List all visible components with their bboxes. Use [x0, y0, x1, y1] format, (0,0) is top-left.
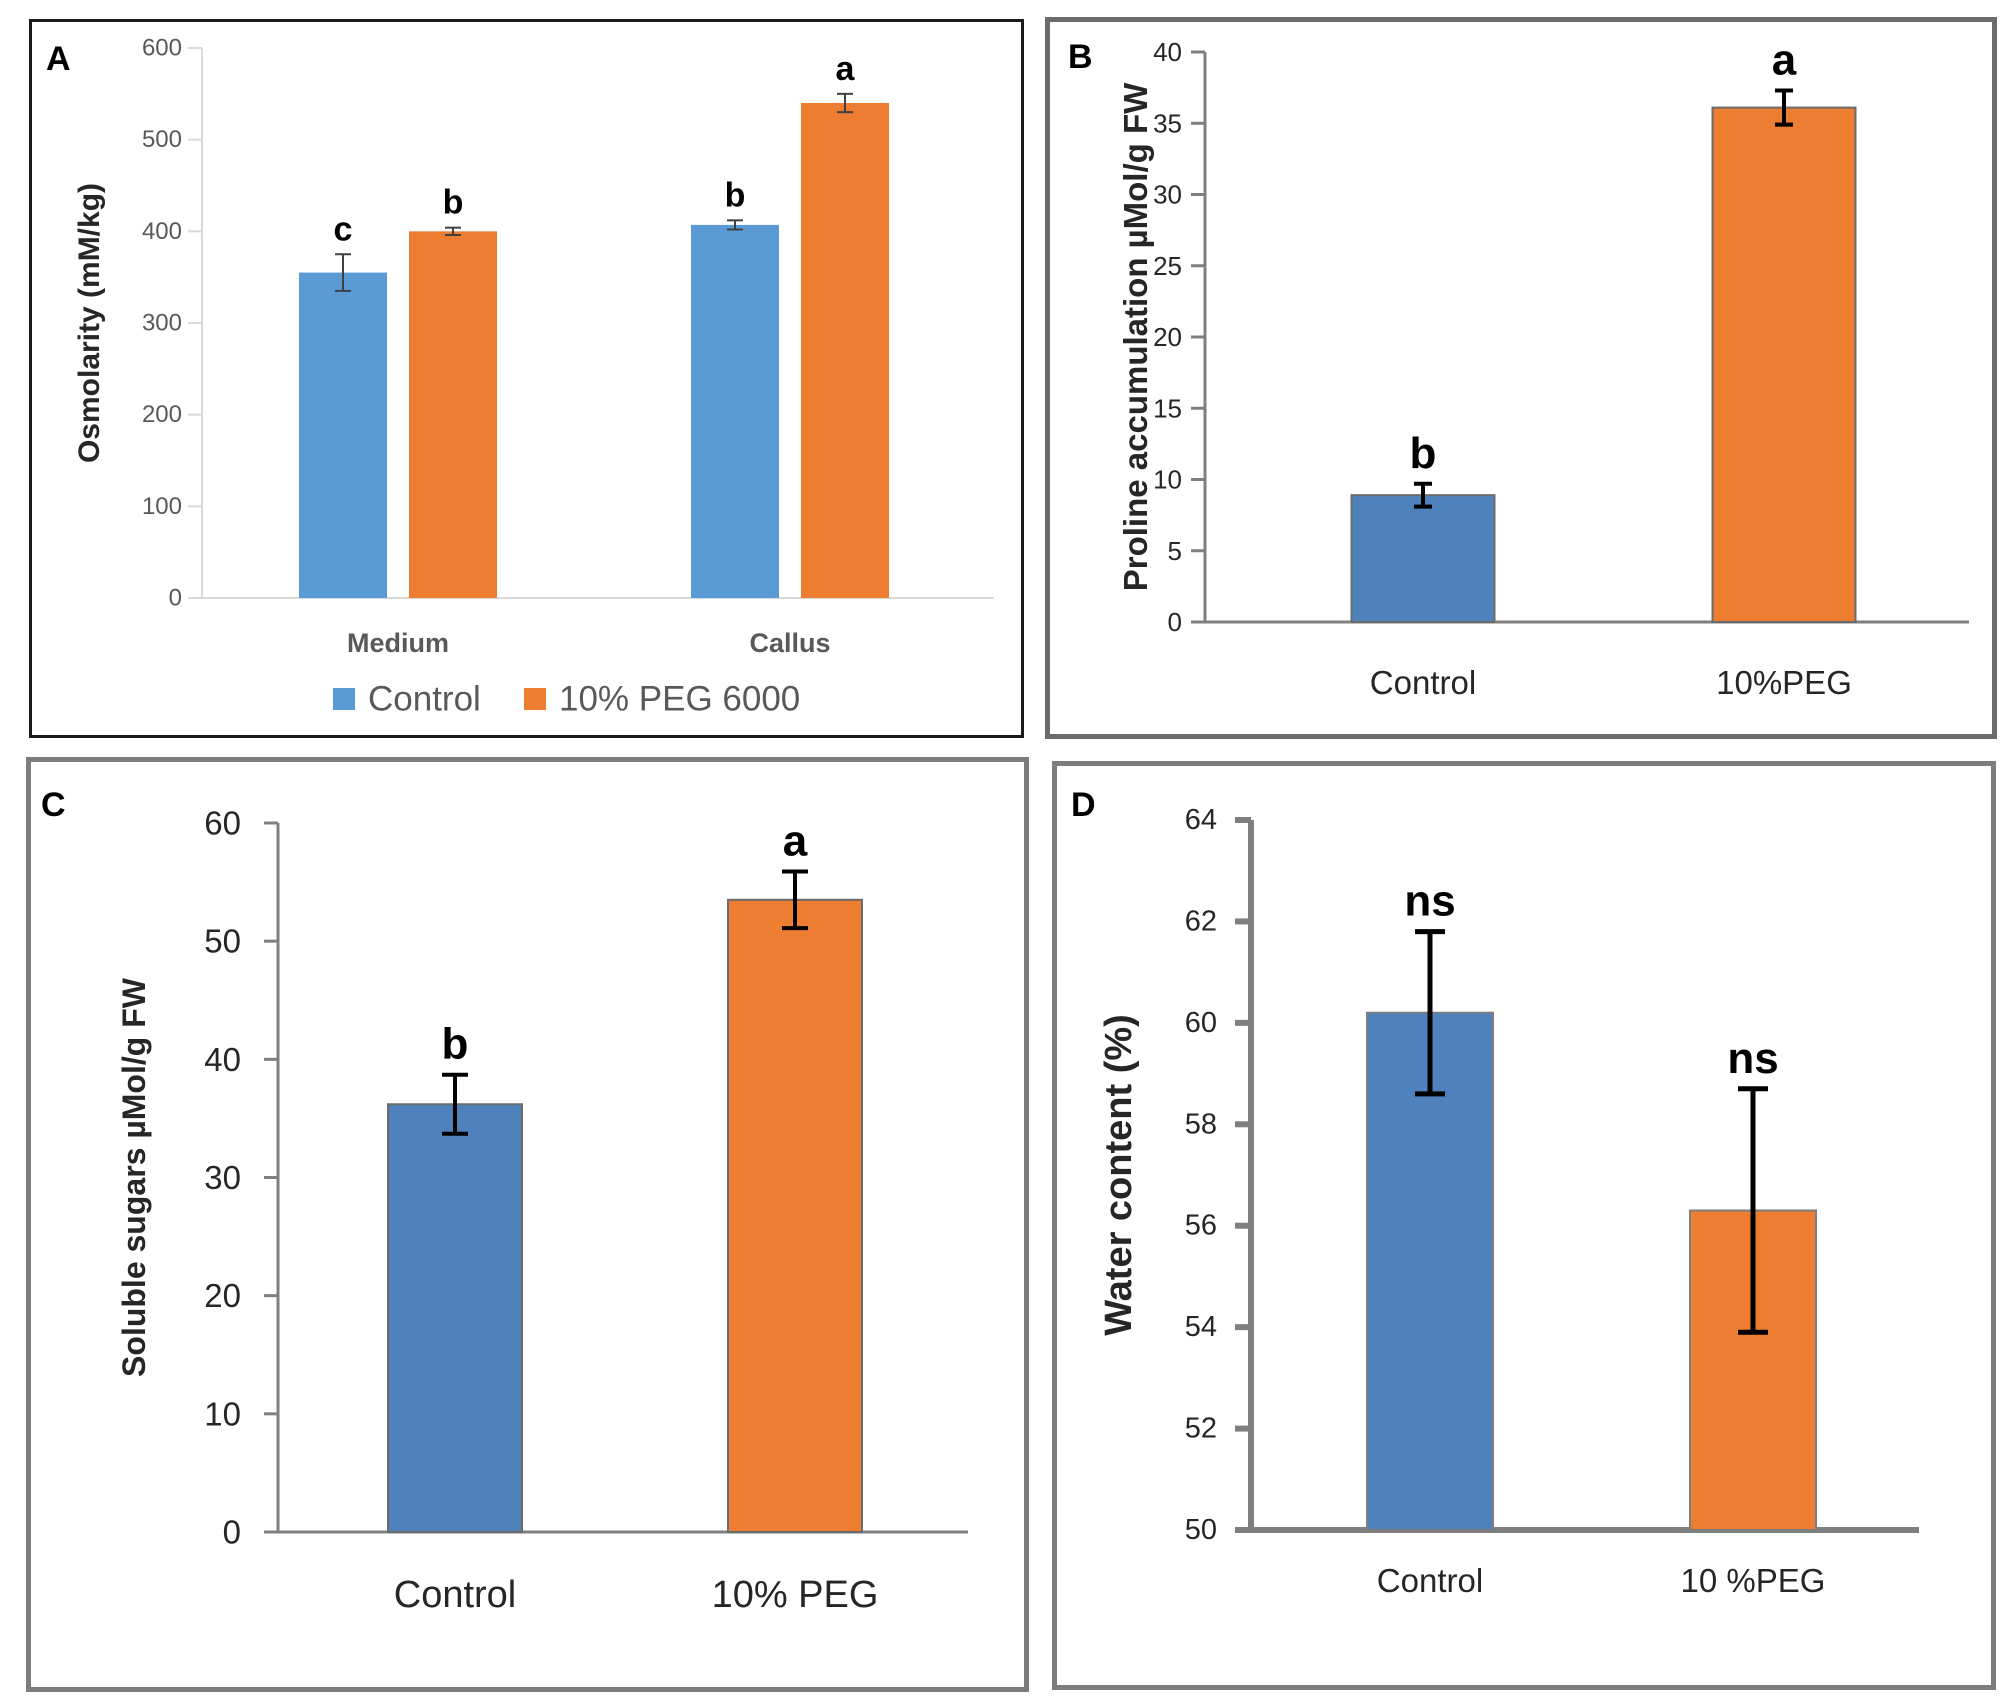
significance-letter: ns	[1727, 1034, 1778, 1083]
significance-letter: b	[443, 184, 464, 222]
x-category-label: Control	[1377, 1562, 1483, 1599]
bar	[409, 231, 497, 599]
y-axis-title: Water content (%)	[1098, 1014, 1140, 1336]
panel-label-c: C	[41, 786, 66, 824]
y-tick-label: 0	[1168, 607, 1182, 637]
y-axis-title: Soluble sugars µMol/g FW	[116, 977, 152, 1377]
x-category-label: Control	[394, 1574, 517, 1616]
x-category-label: 10 %PEG	[1681, 1562, 1826, 1599]
y-tick-label: 20	[204, 1277, 241, 1314]
y-axis-title: Proline accumulation µMol/g FW	[1117, 82, 1154, 591]
x-category-label: Callus	[749, 628, 830, 658]
panel-b: B 0 5 10 15 20 25 30 35 40 Proline accumulation µ…	[1045, 17, 1997, 739]
bar	[387, 1103, 523, 1533]
y-axis-title: Osmolarity (mM/kg)	[73, 183, 106, 463]
y-tick-label: 10	[204, 1395, 241, 1432]
legend-label: Control	[368, 680, 481, 719]
legend-label: 10% PEG 6000	[559, 680, 800, 719]
significance-letter: b	[442, 1020, 469, 1069]
y-tick-label: 30	[1153, 180, 1182, 210]
y-tick-label: 15	[1153, 393, 1182, 423]
y-tick-label: 56	[1185, 1210, 1217, 1242]
bar	[1350, 494, 1496, 623]
panel-label-a: A	[46, 40, 71, 78]
y-tick-label: 100	[142, 493, 182, 520]
y-tick-label: 62	[1185, 905, 1217, 937]
legend-swatch	[333, 688, 355, 710]
x-category-label: Control	[1370, 664, 1476, 701]
y-tick-label: 25	[1153, 251, 1182, 281]
y-tick-label: 30	[204, 1159, 241, 1196]
legend-swatch	[524, 688, 546, 710]
bar	[299, 272, 387, 598]
panel-label-b: B	[1068, 38, 1093, 76]
y-tick-label: 5	[1168, 536, 1182, 566]
y-tick-label: 600	[142, 35, 182, 62]
panel-c: C 0 10 20 30 40 50 60 Soluble sugars µMol/g FW b…	[26, 757, 1029, 1692]
x-category-label: Medium	[347, 628, 449, 658]
y-tick-label: 20	[1153, 322, 1182, 352]
y-tick-label: 200	[142, 401, 182, 428]
x-category-label: 10% PEG	[712, 1574, 879, 1616]
y-tick-label: 50	[1185, 1514, 1217, 1546]
panel-d: D 50 52 54 56 58 60 62 64 Water content (%) ns Con…	[1052, 761, 1996, 1690]
osmolarity-chart: A 0 100 200 300 400 500 600 Osmolarity (mM/kg) c…	[46, 35, 994, 719]
y-tick-label: 500	[142, 126, 182, 153]
significance-letter: b	[1410, 429, 1437, 478]
bar	[1711, 106, 1857, 623]
y-tick-label: 54	[1185, 1311, 1217, 1343]
significance-letter: ns	[1404, 877, 1455, 926]
significance-letter: c	[334, 210, 353, 248]
bar	[691, 224, 779, 598]
bar	[727, 898, 863, 1533]
significance-letter: a	[783, 816, 808, 865]
y-tick-label: 0	[223, 1514, 241, 1551]
y-tick-label: 40	[1153, 37, 1182, 67]
y-tick-label: 400	[142, 218, 182, 245]
y-tick-label: 60	[1185, 1007, 1217, 1039]
water-content-chart: D 50 52 54 56 58 60 62 64 Water content (%) ns Con…	[1071, 786, 1919, 1599]
soluble-sugars-chart: C 0 10 20 30 40 50 60 Soluble sugars µMol/g FW b…	[41, 786, 968, 1616]
significance-letter: a	[836, 50, 856, 88]
x-category-label: 10%PEG	[1716, 664, 1852, 701]
panel-a: A 0 100 200 300 400 500 600 Osmolarity (mM/kg) c…	[29, 19, 1024, 738]
y-tick-label: 300	[142, 310, 182, 337]
y-tick-label: 10	[1153, 465, 1182, 495]
y-tick-label: 35	[1153, 108, 1182, 138]
y-tick-label: 0	[169, 585, 182, 612]
proline-chart: B 0 5 10 15 20 25 30 35 40 Proline accumulation µ…	[1068, 35, 1969, 701]
y-tick-label: 50	[204, 923, 241, 960]
panel-label-d: D	[1071, 786, 1096, 824]
significance-letter: a	[1772, 35, 1797, 84]
y-tick-label: 60	[204, 805, 241, 842]
y-tick-label: 52	[1185, 1413, 1217, 1445]
y-tick-label: 58	[1185, 1108, 1217, 1140]
y-tick-label: 64	[1185, 804, 1217, 836]
bar	[801, 103, 889, 598]
y-tick-label: 40	[204, 1041, 241, 1078]
significance-letter: b	[725, 176, 746, 214]
bar	[1366, 1011, 1494, 1531]
